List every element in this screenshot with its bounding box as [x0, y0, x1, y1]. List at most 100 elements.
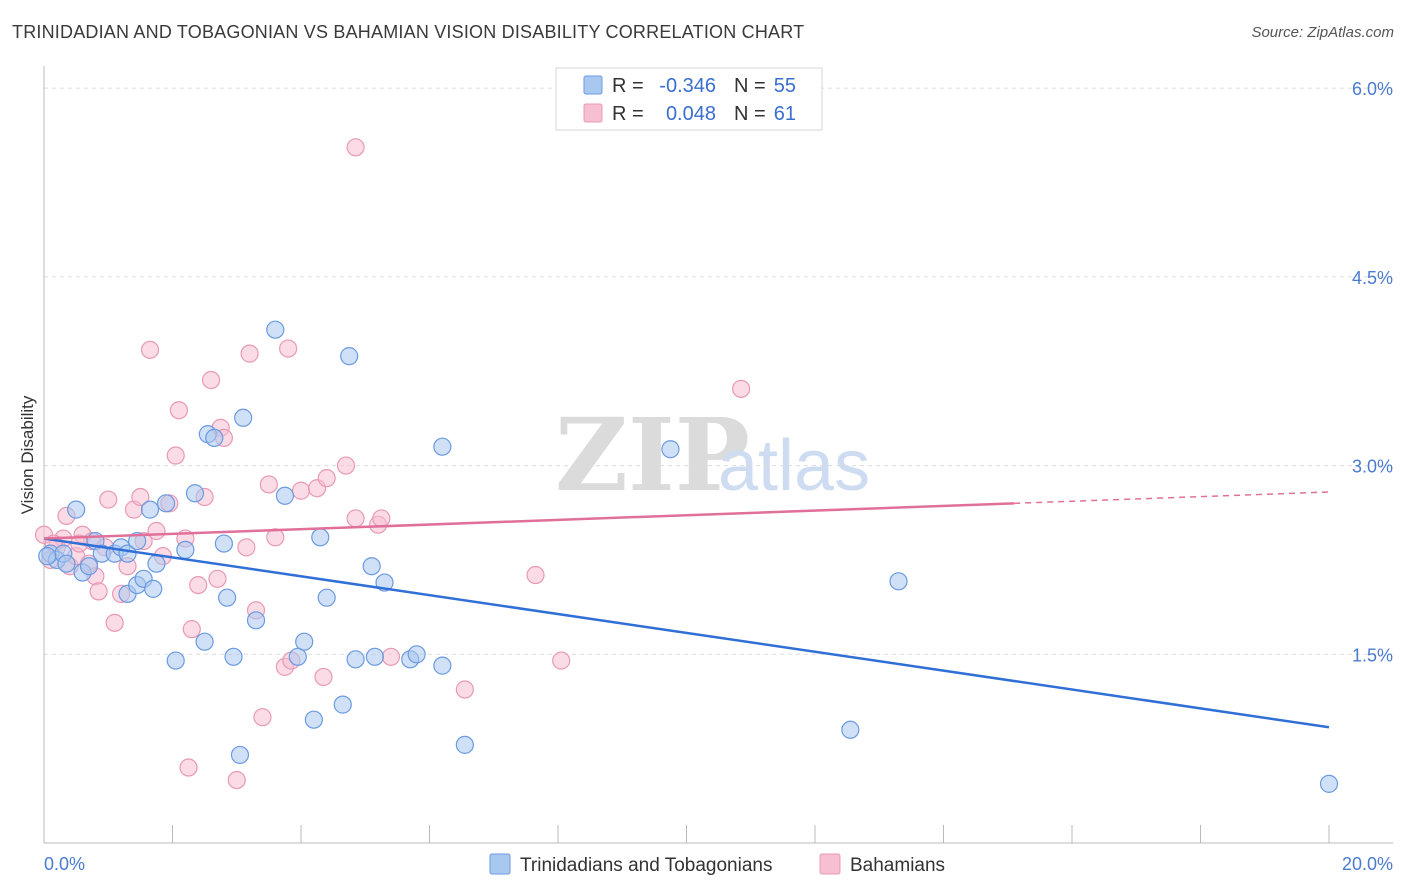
bahamian-point-45	[291, 481, 311, 500]
trinidadian-point-46	[407, 645, 426, 664]
bahamian-point-11	[89, 582, 108, 601]
series-label-blue: Trinidadians and Tobagonians	[520, 855, 772, 876]
legend-r-value-blue: -0.346	[659, 75, 716, 97]
trinidadian-point-33	[275, 486, 295, 505]
series-swatch-pink	[819, 853, 841, 875]
legend-r-label-blue: R =	[612, 75, 644, 97]
bahamian-point-18	[131, 487, 150, 507]
legend-r-value-pink: 0.048	[666, 103, 716, 125]
bahamian-point-56	[526, 565, 545, 585]
trinidadian-point-37	[311, 528, 330, 547]
x-tick-label-1: 20.0%	[1342, 854, 1393, 874]
bahamian-point-55	[455, 680, 474, 699]
trend-lines	[43, 491, 1330, 729]
bahamian-point-58	[732, 379, 751, 398]
source-credit: Source: ZipAtlas.com	[1251, 24, 1394, 41]
trend-line-bahamian	[43, 502, 1015, 540]
bahamian-point-20	[140, 340, 160, 359]
trinidadian-point-30	[234, 408, 253, 427]
bahamian-point-35	[227, 770, 246, 790]
trinidadian-point-18	[147, 554, 166, 573]
trinidadian-points	[38, 320, 1339, 793]
legend-n-value-pink: 61	[774, 103, 796, 125]
bahamian-point-36	[237, 538, 256, 557]
legend-swatch-blue	[583, 75, 603, 95]
bahamian-point-49	[336, 456, 356, 475]
watermark-zip: ZIP	[555, 396, 750, 514]
trend-line-trinidadian	[43, 537, 1330, 729]
trinidadian-point-40	[340, 347, 359, 366]
bahamian-point-41	[266, 528, 285, 547]
trinidadian-point-42	[362, 557, 381, 576]
trinidadian-point-22	[185, 484, 205, 503]
bahamian-point-47	[314, 667, 333, 687]
y-axis-label: Vision Disability	[18, 395, 37, 514]
bahamian-point-48	[317, 469, 336, 488]
x-tick-label-0: 0.0%	[44, 854, 85, 874]
trinidadian-point-26	[214, 534, 233, 553]
y-tick-label-3: 6.0%	[1352, 79, 1393, 99]
bahamian-point-13	[99, 490, 118, 509]
y-tick-label-2: 4.5%	[1352, 268, 1393, 288]
watermark: ZIP atlas	[555, 396, 870, 514]
trinidadian-point-53	[1319, 774, 1339, 793]
trinidadian-point-16	[140, 500, 160, 519]
trinidadian-point-17	[144, 579, 163, 598]
trinidadian-point-41	[346, 650, 365, 669]
trinidadian-point-34	[288, 647, 307, 666]
bahamian-point-24	[166, 446, 185, 465]
trinidadian-point-48	[433, 437, 452, 456]
bahamian-point-31	[201, 370, 221, 390]
y-tick-labels: 1.5% 3.0% 4.5% 6.0%	[1352, 79, 1393, 665]
trinidadian-point-3	[57, 554, 76, 573]
bahamian-point-29	[189, 575, 208, 595]
trinidadian-point-13	[128, 531, 147, 551]
bahamian-point-27	[179, 758, 198, 777]
trinidadian-point-4	[67, 500, 86, 519]
bahamian-point-37	[240, 344, 259, 363]
bahamian-point-32	[208, 569, 227, 588]
trinidadian-point-23	[195, 632, 214, 651]
trinidadian-point-39	[333, 695, 352, 714]
series-legend: Trinidadians and Tobagonians Bahamians	[489, 853, 945, 876]
trinidadian-point-49	[455, 735, 474, 754]
trinidadian-point-52	[889, 572, 908, 591]
bahamian-point-28	[182, 620, 201, 639]
trinidadian-point-21	[176, 540, 195, 559]
correlation-legend: R = -0.346 N = 55 R = 0.048 N = 61	[555, 67, 823, 131]
trinidadian-point-51	[841, 720, 860, 739]
trinidadian-point-27	[218, 588, 237, 607]
bahamian-point-57	[552, 651, 571, 670]
trend-line-bahamian-extension	[1014, 491, 1330, 505]
trinidadian-point-54	[38, 547, 57, 566]
bahamian-point-14	[105, 613, 124, 632]
chart-title: TRINIDADIAN AND TOBAGONIAN VS BAHAMIAN V…	[12, 22, 805, 42]
trinidadian-point-19	[156, 494, 176, 513]
series-label-pink: Bahamians	[850, 855, 945, 876]
series-swatch-blue	[489, 853, 511, 875]
trinidadian-point-25	[205, 428, 224, 448]
trinidadian-point-36	[304, 710, 323, 729]
legend-r-label-pink: R =	[612, 103, 644, 125]
legend-n-label-blue: N =	[734, 75, 766, 97]
bahamian-point-50	[346, 509, 365, 528]
trinidadian-point-47	[433, 656, 452, 675]
trinidadian-point-50	[661, 440, 680, 459]
legend-swatch-pink	[583, 103, 603, 123]
bahamian-point-39	[253, 708, 272, 727]
bahamian-point-53	[372, 509, 391, 528]
legend-n-value-blue: 55	[774, 75, 796, 97]
bahamian-point-51	[346, 138, 365, 157]
y-tick-label-0: 1.5%	[1352, 645, 1393, 665]
x-tick-labels: 0.0% 20.0%	[44, 854, 1393, 874]
trinidadian-point-35	[295, 632, 314, 651]
trinidadian-point-28	[224, 647, 243, 666]
legend-n-label-pink: N =	[734, 103, 766, 125]
bahamian-point-54	[381, 647, 401, 666]
axes	[43, 66, 1393, 844]
trinidadian-point-20	[166, 651, 185, 670]
trinidadian-point-29	[230, 745, 250, 765]
bahamian-point-40	[259, 475, 278, 494]
bahamian-point-25	[169, 401, 189, 420]
